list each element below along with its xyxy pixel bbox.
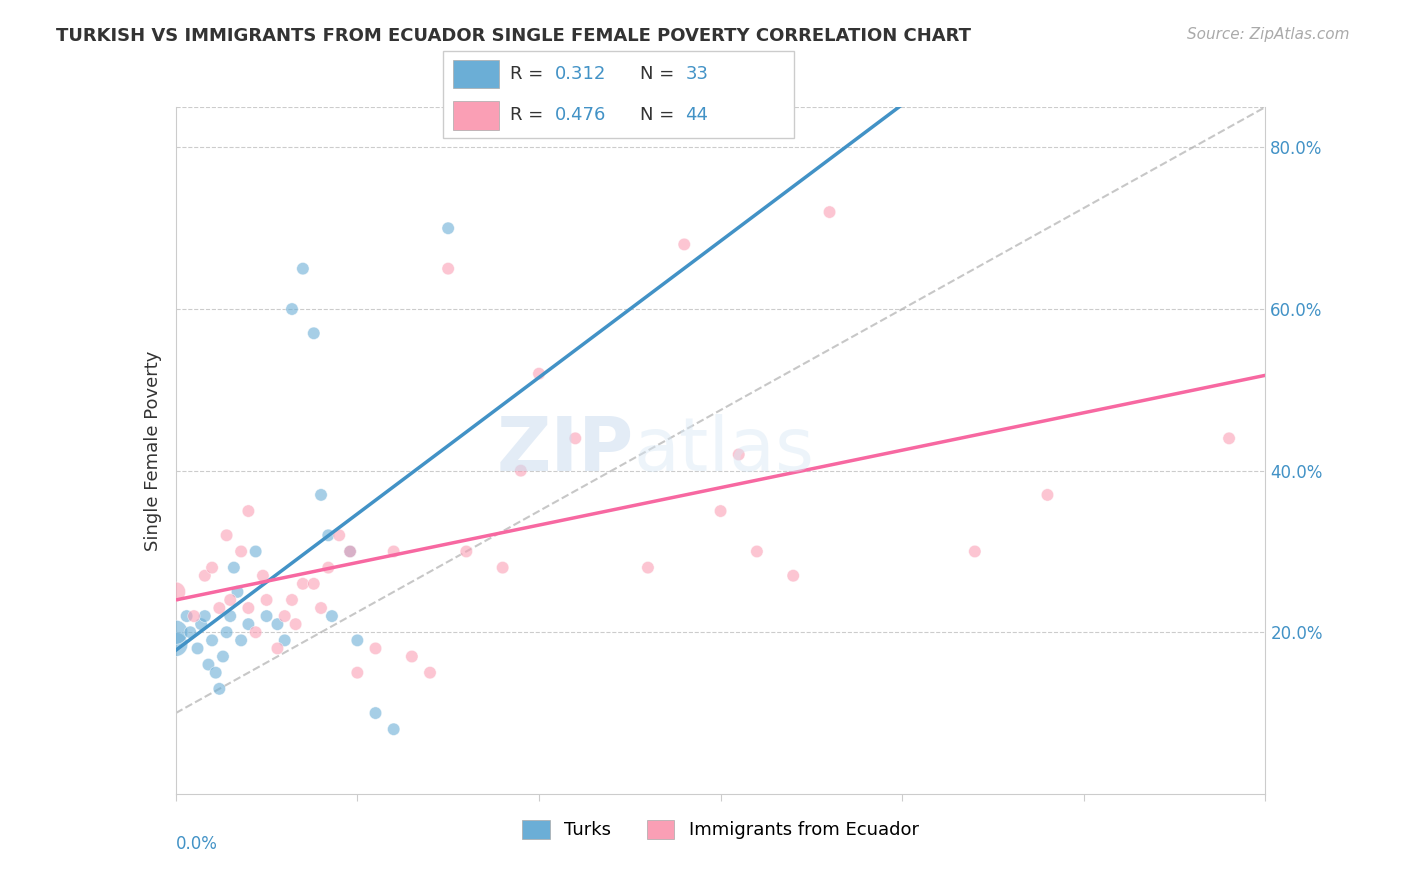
Text: Source: ZipAtlas.com: Source: ZipAtlas.com: [1187, 27, 1350, 42]
Point: [238, 601, 260, 615]
Point: [401, 649, 423, 664]
Point: [291, 576, 314, 591]
Text: 0.476: 0.476: [555, 105, 607, 124]
Text: 0.0%: 0.0%: [176, 835, 218, 853]
Text: 44: 44: [686, 105, 709, 124]
Point: [527, 367, 550, 381]
Point: [710, 504, 733, 518]
Point: [256, 609, 278, 624]
Point: [339, 544, 361, 558]
Point: [222, 560, 245, 574]
Point: [165, 625, 187, 640]
Point: [176, 609, 198, 624]
Point: [165, 585, 187, 599]
Point: [302, 576, 325, 591]
Point: [215, 528, 238, 542]
FancyBboxPatch shape: [443, 51, 794, 138]
Point: [238, 617, 260, 632]
Point: [245, 544, 267, 558]
Point: [256, 593, 278, 607]
Point: [346, 633, 368, 648]
Point: [226, 585, 249, 599]
Point: [419, 665, 441, 680]
Point: [492, 560, 515, 574]
Point: [219, 593, 242, 607]
Point: [281, 593, 304, 607]
Point: [231, 544, 253, 558]
Point: [208, 681, 231, 696]
Point: [219, 609, 242, 624]
Text: N =: N =: [640, 64, 679, 83]
Text: 0.312: 0.312: [555, 64, 607, 83]
Point: [437, 221, 460, 235]
Point: [509, 464, 531, 478]
Point: [266, 617, 288, 632]
Text: ZIP: ZIP: [496, 414, 633, 487]
Point: [245, 625, 267, 640]
Point: [346, 665, 368, 680]
Point: [727, 448, 749, 462]
Point: [456, 544, 478, 558]
Point: [208, 601, 231, 615]
Point: [201, 633, 224, 648]
Point: [284, 617, 307, 632]
Point: [1218, 431, 1240, 445]
Text: N =: N =: [640, 105, 679, 124]
Point: [212, 649, 235, 664]
Text: TURKISH VS IMMIGRANTS FROM ECUADOR SINGLE FEMALE POVERTY CORRELATION CHART: TURKISH VS IMMIGRANTS FROM ECUADOR SINGL…: [56, 27, 972, 45]
Point: [194, 609, 217, 624]
Point: [204, 665, 226, 680]
Point: [963, 544, 986, 558]
Point: [437, 261, 460, 276]
Point: [238, 504, 260, 518]
Point: [186, 641, 209, 656]
Point: [183, 609, 205, 624]
Text: R =: R =: [509, 64, 548, 83]
Point: [673, 237, 696, 252]
Point: [1036, 488, 1059, 502]
Point: [309, 601, 332, 615]
Point: [364, 706, 387, 720]
Text: R =: R =: [509, 105, 548, 124]
Legend: Turks, Immigrants from Ecuador: Turks, Immigrants from Ecuador: [515, 813, 927, 847]
Point: [818, 205, 841, 219]
Point: [197, 657, 219, 672]
Point: [302, 326, 325, 341]
Text: atlas: atlas: [633, 414, 814, 487]
Bar: [453, 101, 499, 129]
Text: 33: 33: [686, 64, 709, 83]
Point: [318, 528, 340, 542]
Point: [318, 560, 340, 574]
Point: [252, 568, 274, 582]
Point: [564, 431, 586, 445]
Point: [231, 633, 253, 648]
Point: [328, 528, 350, 542]
Point: [321, 609, 343, 624]
Point: [215, 625, 238, 640]
Point: [281, 301, 304, 316]
Point: [194, 568, 217, 582]
Point: [266, 641, 288, 656]
Point: [339, 544, 361, 558]
Point: [165, 637, 187, 651]
Point: [637, 560, 659, 574]
Bar: [453, 60, 499, 88]
Point: [782, 568, 804, 582]
Point: [745, 544, 768, 558]
Point: [382, 544, 405, 558]
Point: [309, 488, 332, 502]
Point: [291, 261, 314, 276]
Y-axis label: Single Female Poverty: Single Female Poverty: [143, 351, 162, 550]
Point: [274, 609, 297, 624]
Point: [364, 641, 387, 656]
Point: [274, 633, 297, 648]
Point: [201, 560, 224, 574]
Point: [179, 625, 201, 640]
Point: [190, 617, 212, 632]
Point: [382, 723, 405, 737]
